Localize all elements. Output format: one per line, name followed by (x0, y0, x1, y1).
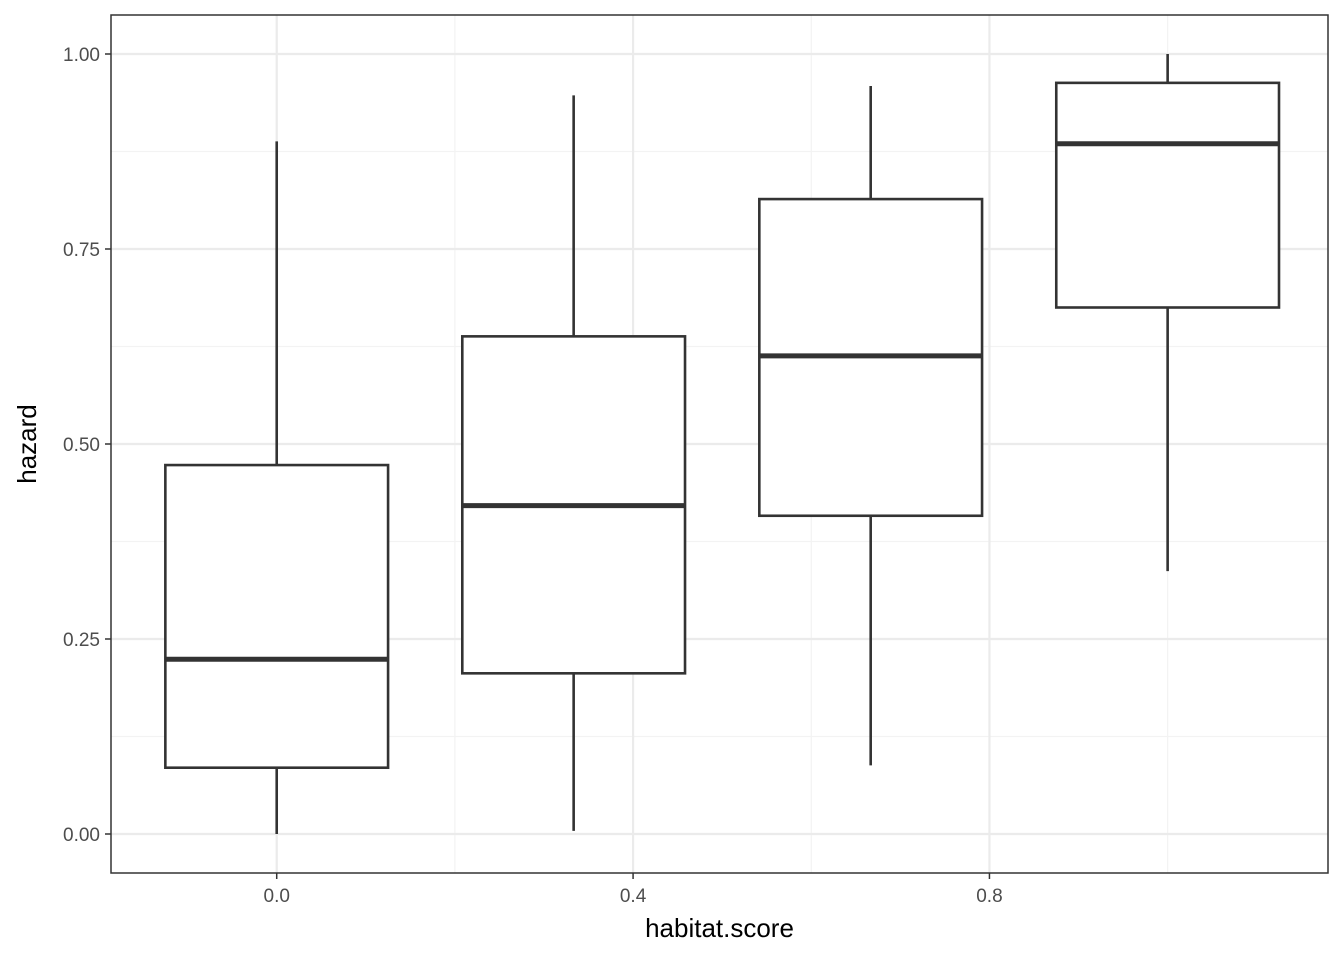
box-iqr (164, 463, 390, 770)
y-tick-label: 0.75 (63, 240, 100, 261)
box-iqr (1054, 81, 1281, 309)
y-axis-title: hazard (12, 404, 42, 484)
box-series (164, 54, 1281, 834)
x-tick-label: 0.8 (976, 886, 1002, 907)
y-tick-label: 0.25 (63, 630, 100, 651)
box-1 (460, 95, 687, 831)
box-2 (758, 85, 984, 766)
y-axis: 0.00 0.25 0.50 0.75 1.00 (63, 45, 111, 846)
box-3 (1054, 54, 1281, 572)
x-axis-title: habitat.score (645, 913, 794, 943)
x-axis: 0.0 0.4 0.8 (264, 873, 1003, 907)
x-tick-label: 0.0 (264, 886, 290, 907)
y-tick-label: 1.00 (63, 45, 100, 66)
x-tick-label: 0.4 (620, 886, 647, 907)
y-tick-label: 0.00 (63, 825, 100, 846)
box-0 (164, 141, 390, 834)
y-tick-label: 0.50 (63, 435, 100, 456)
